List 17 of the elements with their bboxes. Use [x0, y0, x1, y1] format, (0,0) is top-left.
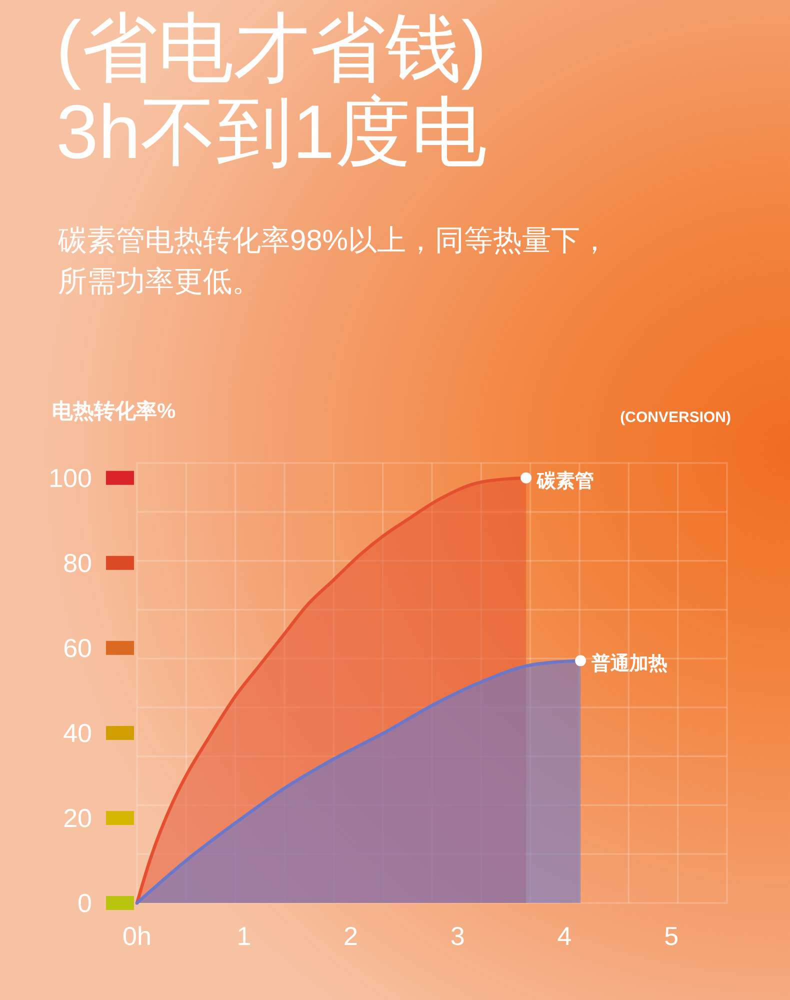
ytick-label: 100: [48, 462, 92, 493]
xtick-label: 0h: [122, 921, 152, 951]
xtick-label: 5: [664, 921, 679, 951]
ytick-label: 80: [63, 548, 92, 578]
annotation: 碳素管电热转化率98%以上，同等热量下，所需功率更低。: [58, 225, 610, 298]
ytick-label: 0: [78, 888, 92, 918]
xtick-label: 3: [450, 921, 465, 951]
ylabel: 电热转化率%: [52, 400, 176, 423]
annotation: (CONVERSION): [620, 409, 731, 426]
ytick-label: 40: [63, 718, 92, 748]
subtitle: 3h不到1度电: [56, 90, 487, 175]
ytick-label: 60: [63, 632, 92, 663]
xtick-label: 1: [236, 921, 252, 951]
title: (省电才省钱): [56, 6, 487, 91]
xtick-label: 2: [344, 921, 358, 951]
ytick-label: 20: [63, 802, 92, 833]
xtick-label: 4: [557, 921, 572, 951]
